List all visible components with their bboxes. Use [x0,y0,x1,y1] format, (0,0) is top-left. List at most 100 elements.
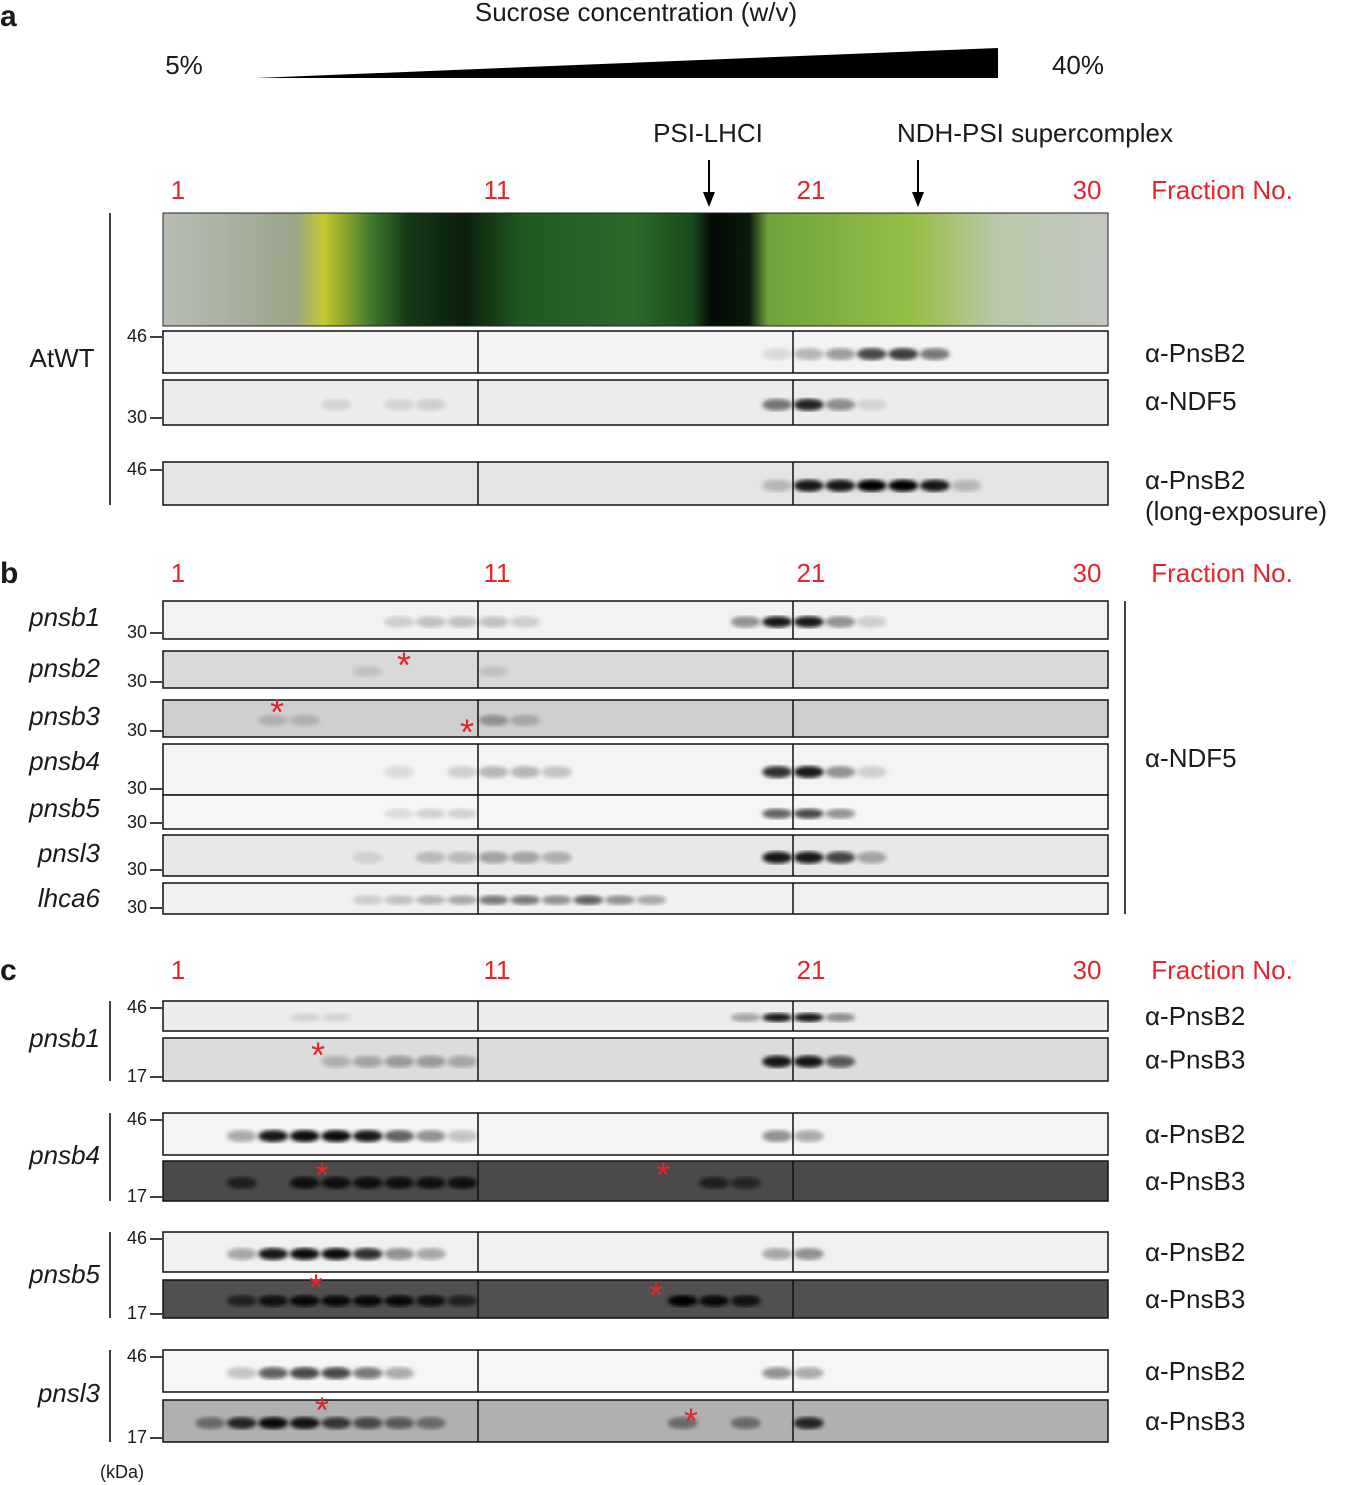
blot [162,699,1109,738]
band [793,1367,824,1380]
band [825,398,856,411]
band [793,1013,824,1022]
band [762,398,793,411]
band [258,714,289,726]
band [321,1295,352,1307]
band [415,1248,446,1260]
band [289,714,320,726]
band [888,348,919,361]
band [541,766,572,779]
band [825,1055,856,1068]
band [321,1248,352,1260]
band [415,616,446,628]
mw-marker: 30 [127,407,147,427]
band [856,348,887,361]
band [415,398,446,411]
band [573,895,604,905]
mw-marker: 17 [127,1427,147,1447]
sample-label: AtWT [30,343,95,373]
fraction-number: 1 [171,558,185,588]
band [856,851,887,864]
band [352,1055,383,1068]
blot [162,882,1109,915]
band [793,1130,824,1143]
band [825,479,856,492]
band [856,479,887,492]
band [699,1295,730,1307]
band [384,1248,415,1260]
band [415,851,446,864]
asterisk: * [656,1155,670,1196]
band [919,348,950,361]
mw-marker: 30 [127,671,147,691]
band [289,1367,320,1380]
fraction-number: 21 [797,558,826,588]
sample-label: pnsl3 [37,1378,101,1408]
mw-marker: 17 [127,1186,147,1206]
band [258,1248,289,1260]
antibody-label: α-PnsB2 [1145,338,1245,368]
mw-marker: 46 [127,459,147,479]
sample-label: lhca6 [38,883,101,913]
band [415,1295,446,1307]
fraction-label: Fraction No. [1151,955,1293,985]
gradient-title: Sucrose concentration (w/v) [475,0,797,27]
band [825,766,856,779]
mw-marker: 30 [127,812,147,832]
fraction-label: Fraction No. [1151,175,1293,205]
band [289,1295,320,1307]
band [195,1417,226,1430]
band [730,1013,761,1022]
blot [162,650,1109,689]
sample-label: pnsb4 [28,1140,100,1170]
band [510,851,541,864]
gradient-wedge [256,48,998,78]
band [447,616,478,628]
band [478,895,509,905]
band [321,1367,352,1380]
band [384,808,415,819]
antibody-label: α-NDF5 [1145,743,1237,773]
band [258,1367,289,1380]
blot [162,1279,1109,1319]
fraction-number: 21 [797,175,826,205]
band [415,1130,446,1143]
band [510,766,541,779]
asterisk: * [397,645,411,686]
band [321,1055,352,1068]
band [730,1177,761,1189]
band [415,1055,446,1068]
mw-marker: 17 [127,1066,147,1086]
band [793,1248,824,1260]
blot [162,461,1109,506]
band [226,1367,257,1380]
band [762,1130,793,1143]
band [825,348,856,361]
band [541,851,572,864]
band [447,1295,478,1307]
band [762,1013,793,1022]
band [951,479,982,492]
band [762,808,793,819]
band [384,895,415,905]
sample-label: pnsb2 [28,653,100,683]
band [384,1055,415,1068]
mw-marker: 30 [127,720,147,740]
band [793,479,824,492]
band [541,895,572,905]
antibody-label: α-NDF5 [1145,386,1237,416]
band [226,1295,257,1307]
mw-marker: 46 [127,1228,147,1248]
blot [162,1399,1109,1443]
band [856,766,887,779]
asterisk: * [315,1390,329,1431]
mw-marker: 17 [127,1303,147,1323]
asterisk: * [311,1035,325,1076]
band [384,1367,415,1380]
mw-marker: 46 [127,326,147,346]
band [258,1130,289,1143]
band [384,1417,415,1430]
band [856,398,887,411]
mw-marker: 30 [127,859,147,879]
